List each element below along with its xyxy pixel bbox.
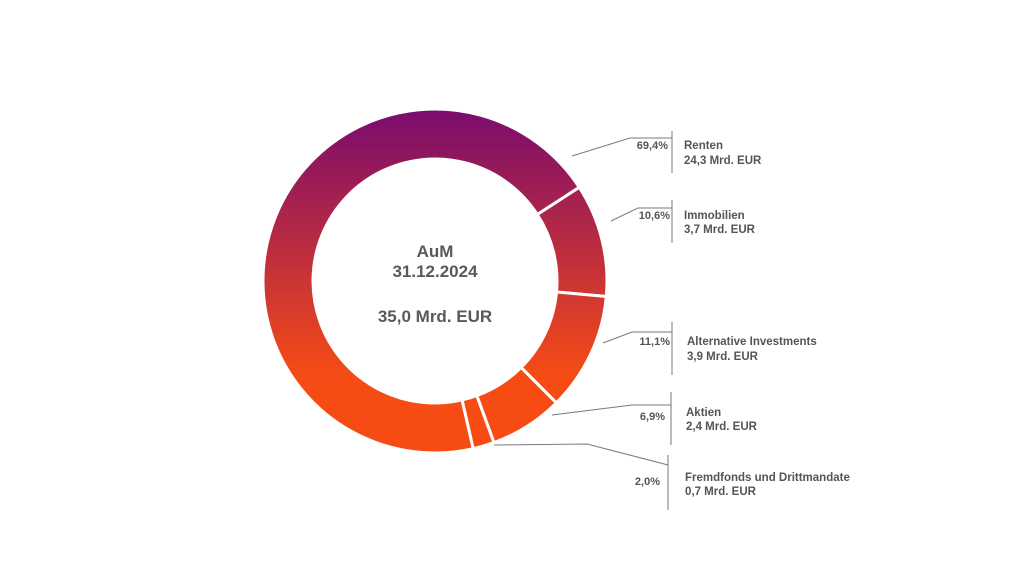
leader-line [551, 404, 671, 416]
center-total: 35,0 Mrd. EUR [378, 307, 492, 326]
percent-label: 10,6% [639, 210, 670, 222]
center-title: AuM [417, 242, 454, 261]
callout-aktien: 6,9% Aktien 2,4 Mrd. EUR [551, 392, 758, 445]
percent-label: 11,1% [639, 336, 670, 348]
percent-label: 2,0% [635, 476, 660, 488]
segment-value: 2,4 Mrd. EUR [686, 421, 758, 433]
percent-label: 6,9% [640, 411, 665, 423]
donut-center-label: AuM 31.12.2024 35,0 Mrd. EUR [378, 242, 492, 326]
segment-value: 3,7 Mrd. EUR [684, 224, 756, 236]
callout-renten: 69,4% Renten 24,3 Mrd. EUR [571, 131, 762, 173]
percent-label: 69,4% [637, 140, 668, 152]
segment-name: Immobilien [684, 210, 745, 222]
callout-alternative-investments: 11,1% Alternative Investments 3,9 Mrd. E… [602, 322, 817, 375]
donut-segments [261, 107, 609, 455]
segment-value: 24,3 Mrd. EUR [684, 155, 762, 167]
leader-line [493, 443, 669, 466]
donut-segment-renten [261, 107, 582, 455]
segment-name: Renten [684, 140, 723, 152]
leader-line [602, 331, 672, 344]
segment-value: 3,9 Mrd. EUR [687, 351, 759, 363]
segment-name: Fremdfonds und Drittmandate [685, 472, 850, 484]
segment-value: 0,7 Mrd. EUR [685, 486, 757, 498]
callout-immobilien: 10,6% Immobilien 3,7 Mrd. EUR [610, 200, 756, 243]
callout-fremdfonds: 2,0% Fremdfonds und Drittmandate 0,7 Mrd… [493, 443, 850, 510]
leader-line [571, 137, 672, 157]
donut-segment-fremdfonds-und-drittmandate [460, 393, 496, 451]
segment-name: Alternative Investments [687, 336, 817, 348]
center-date: 31.12.2024 [392, 262, 478, 281]
leader-line [610, 207, 672, 222]
segment-name: Aktien [686, 407, 721, 419]
